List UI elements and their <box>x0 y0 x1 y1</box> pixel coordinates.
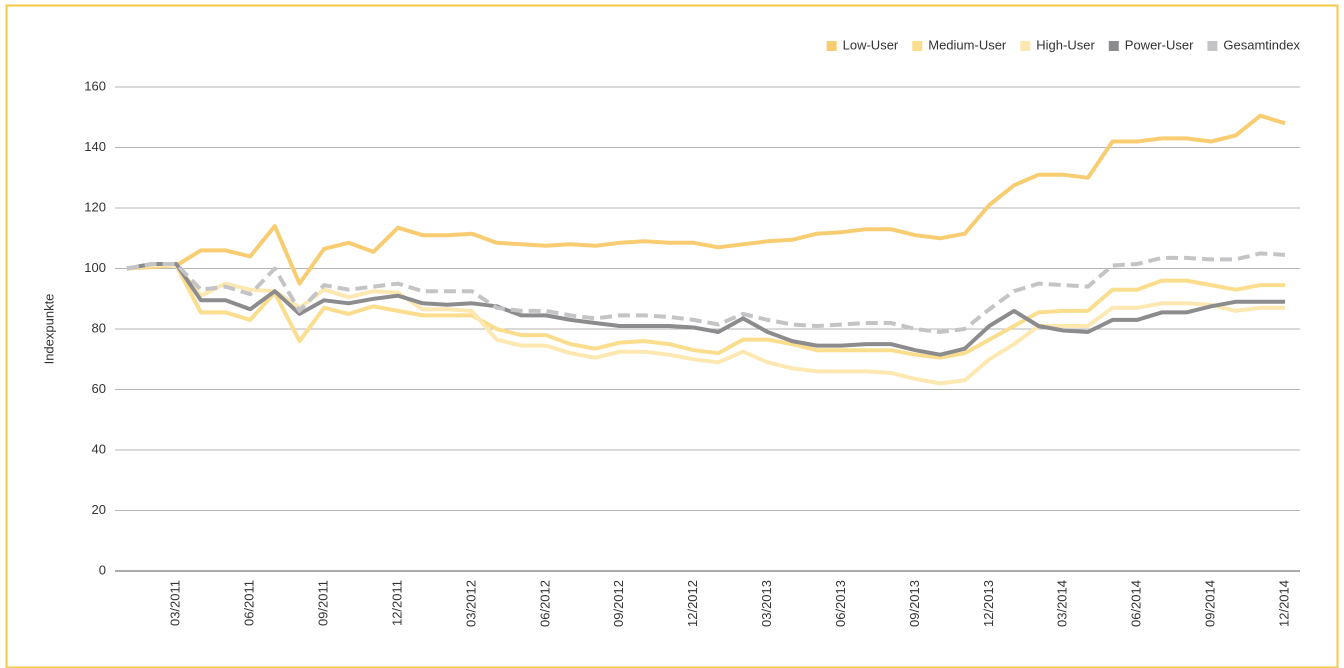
legend-swatch <box>1108 41 1119 51</box>
legend-label: Low-User <box>843 37 899 52</box>
x-tick-label: 09/2011 <box>316 580 331 626</box>
legend-swatch <box>826 41 837 51</box>
y-tick-label: 60 <box>92 381 106 396</box>
x-tick-label: 06/2012 <box>537 580 552 627</box>
y-tick-label: 100 <box>84 260 106 275</box>
legend-label: High-User <box>1036 37 1095 52</box>
x-tick-label: 09/2012 <box>611 580 626 627</box>
x-tick-label: 12/2014 <box>1276 580 1291 627</box>
y-axis-label: Indexpunkte <box>41 294 56 365</box>
legend-label: Power-User <box>1125 37 1194 52</box>
x-tick-label: 12/2013 <box>981 580 996 627</box>
y-tick-label: 140 <box>84 139 106 154</box>
series-line <box>126 251 1286 334</box>
x-tick-label: 06/2014 <box>1129 580 1144 627</box>
x-tick-label: 06/2013 <box>833 580 848 627</box>
x-tick-label: 12/2012 <box>685 580 700 627</box>
y-tick-label: 80 <box>92 320 106 335</box>
legend-label: Gesamtindex <box>1223 37 1300 52</box>
series-line <box>126 263 1285 360</box>
legend-swatch <box>1020 41 1031 51</box>
frame <box>5 4 1339 668</box>
series-line <box>126 263 1285 386</box>
legend-swatch <box>1207 41 1218 51</box>
x-tick-label: 03/2011 <box>168 580 183 626</box>
series-line <box>126 113 1286 286</box>
series-line <box>126 262 1285 357</box>
x-tick-label: 09/2014 <box>1203 580 1218 627</box>
legend-swatch <box>912 41 923 51</box>
y-tick-label: 20 <box>92 502 106 517</box>
x-tick-label: 03/2014 <box>1055 580 1070 627</box>
y-tick-label: 40 <box>92 441 106 456</box>
x-tick-label: 03/2012 <box>463 580 478 627</box>
x-tick-label: 09/2013 <box>907 580 922 627</box>
legend-label: Medium-User <box>928 37 1007 52</box>
x-tick-label: 03/2013 <box>759 580 774 627</box>
y-tick-label: 0 <box>99 562 106 577</box>
x-tick-label: 06/2011 <box>242 580 257 626</box>
x-tick-label: 12/2011 <box>389 580 404 626</box>
y-tick-label: 160 <box>84 78 106 93</box>
y-tick-label: 120 <box>84 199 106 214</box>
